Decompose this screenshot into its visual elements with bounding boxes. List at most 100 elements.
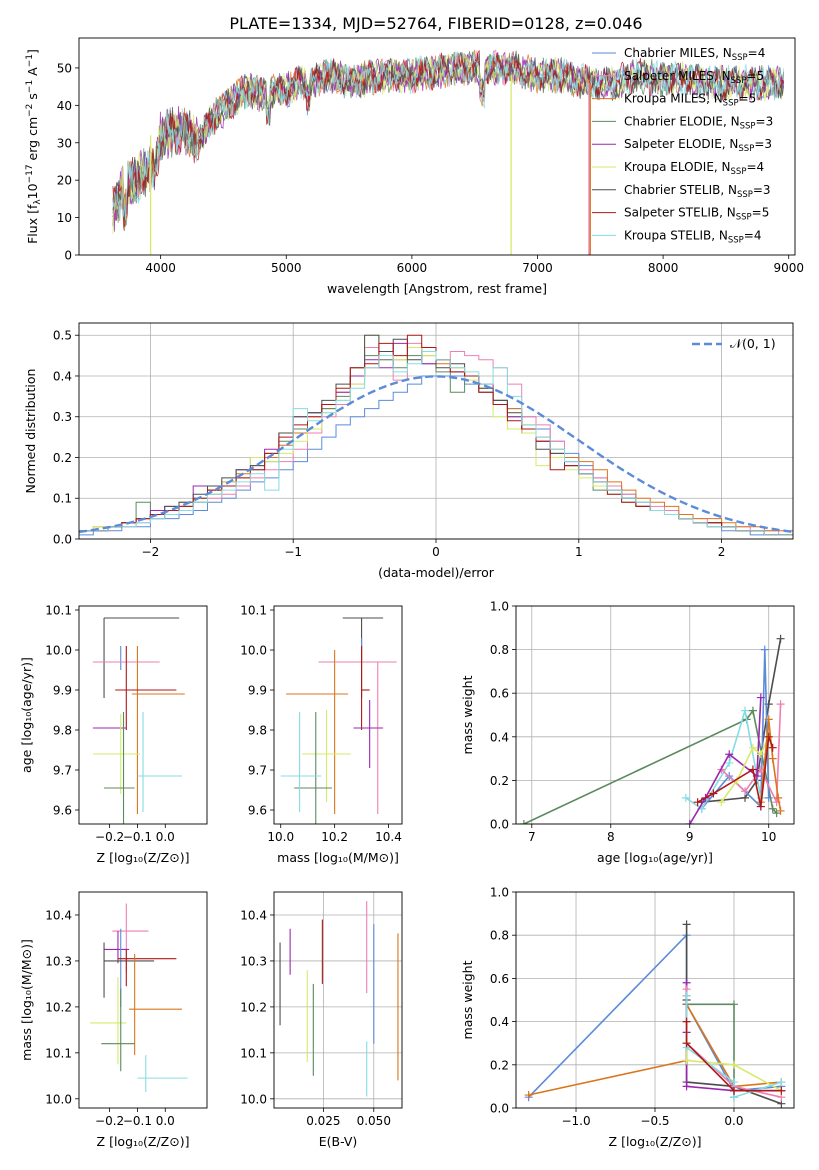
x-axis-label: Z [log₁₀(Z/Z⊙)] (609, 1134, 702, 1149)
errorbar-kroupa-miles (286, 650, 349, 814)
weight-marker (748, 765, 757, 774)
weight-marker (777, 1078, 786, 1087)
y-tick-label: 10.0 (240, 644, 267, 658)
weight-series-kroupa-miles (756, 715, 785, 815)
x-tick-label: −0.1 (123, 1114, 152, 1128)
y-tick-label: 9.9 (53, 684, 72, 698)
y-tick-label: 20 (57, 174, 72, 188)
x-axis-label: Z [log₁₀(Z/Z⊙)] (97, 850, 190, 865)
y-tick-label: 0.0 (490, 1102, 509, 1116)
weight-marker (682, 1082, 691, 1091)
y-tick-label: 0.0 (490, 818, 509, 832)
x-axis-label: Z [log₁₀(Z/Z⊙)] (97, 1134, 190, 1149)
y-axis-label: mass weight (460, 960, 475, 1039)
errorbar-chabrier-elodie (294, 712, 332, 824)
y-tick-label: 9.9 (248, 684, 267, 698)
weight-series-kroupa-stelib (681, 706, 765, 813)
weight-marker (764, 793, 773, 802)
legend-n: =5 (746, 69, 764, 83)
y-axis-label: mass [log₁₀(M/M⊙)] (19, 939, 34, 1061)
legend-sub: SSP (740, 121, 756, 131)
axes-frame (78, 891, 208, 1109)
legend-space: , N (720, 183, 737, 197)
y-tick-label: 0.5 (53, 329, 72, 343)
weight-marker (685, 820, 694, 824)
weight-marker (725, 758, 734, 767)
legend-space: , N (706, 92, 723, 106)
y-tick-label: 0.8 (490, 643, 509, 657)
weight-line (689, 697, 762, 824)
plot-area-spectrum (112, 49, 785, 255)
x-axis-label: mass [log₁₀(M/M⊙)] (277, 850, 399, 865)
weight-marker (776, 806, 785, 815)
y-tick-label: 1.0 (490, 600, 509, 614)
x-axis-label: E(B-V) (319, 1134, 358, 1149)
plot-area-massweight-vs-Z (524, 920, 786, 1108)
hist-kroupa-stelib (79, 351, 793, 539)
weight-line (523, 708, 778, 824)
y-axis-label-part: erg cm (25, 117, 40, 165)
weight-line (685, 710, 762, 810)
chart-massweight-vs-Z: −1.0 −0.5 0.0 0.0 0.2 0.4 0.6 0.8 1.0 Z [log₁₀(Z/… (460, 886, 795, 1149)
y-tick-label: 0.4 (490, 1015, 509, 1029)
y-axis-label-part: −2 (25, 104, 35, 117)
legend-n: =4 (746, 160, 764, 174)
legend-name: Chabrier MILES (624, 46, 715, 60)
y-tick-label: 10.4 (45, 908, 72, 922)
y-tick-label: 9.8 (53, 724, 72, 738)
spectrum-line-kroupa-stelib (112, 51, 785, 221)
y-tick-label: 10.2 (45, 1000, 72, 1014)
legend-sub: SSP (732, 53, 748, 63)
y-tick-label: 0.0 (53, 533, 72, 547)
x-tick-label: 1 (575, 545, 583, 559)
y-tick-label: 0.8 (490, 929, 509, 943)
y-tick-label: 10.0 (45, 1092, 72, 1106)
y-tick-label: 0.6 (490, 972, 509, 986)
errorbar-salpeter-stelib (361, 646, 370, 730)
y-tick-label: 1.0 (490, 886, 509, 900)
errorbar-chabrier-elodie (101, 988, 135, 1072)
legend-space: , N (714, 160, 731, 174)
weight-marker (776, 634, 785, 643)
legend-n: =3 (754, 137, 772, 151)
legend-entry: Chabrier STELIB, NSSP=3 (624, 183, 771, 200)
weight-marker (682, 1039, 691, 1048)
y-tick-label: 0.4 (490, 730, 509, 744)
x-tick-label: 0.0 (156, 830, 175, 844)
x-tick-label: 0.0 (156, 1114, 175, 1128)
plot-area-age-vs-Z (92, 617, 185, 824)
legend-sub: SSP (737, 190, 753, 200)
x-axis-label: age [log₁₀(age/yr)] (597, 850, 713, 865)
legend-entry: Salpeter STELIB, NSSP=5 (624, 206, 769, 223)
weight-marker (524, 1091, 533, 1100)
x-tick-label: 10.2 (321, 830, 348, 844)
weight-line (697, 736, 774, 807)
legend-space: , N (723, 114, 740, 128)
errorbar-salpeter-miles (318, 661, 397, 814)
errorbar-chabrier-elodie (104, 712, 135, 824)
weight-marker (768, 754, 777, 763)
plot-area-age-vs-mass (280, 617, 397, 824)
y-tick-label: 10.1 (240, 1046, 267, 1060)
weight-marker (756, 802, 765, 811)
axes-frame (273, 605, 403, 825)
weight-series-chabrier-elodie (519, 706, 781, 824)
legend-sub: SSP (738, 144, 754, 154)
weight-marker (709, 789, 718, 798)
y-axis-label-part: −17 (25, 164, 35, 183)
weight-marker (682, 1017, 691, 1026)
x-tick-label: −0.2 (95, 1114, 124, 1128)
legend-n: =3 (753, 183, 771, 197)
legend-n: =5 (739, 92, 757, 106)
legend-sub: SSP (723, 99, 739, 109)
x-tick-label: 7 (528, 830, 536, 844)
legend-entry: Kroupa MILES, NSSP=5 (624, 92, 756, 109)
weight-series-salpeter-stelib (693, 732, 777, 811)
y-tick-label: 30 (57, 136, 72, 150)
y-tick-label: 10.1 (45, 1046, 72, 1060)
plot-area-massweight-vs-age (519, 634, 785, 824)
x-tick-label: 8000 (648, 261, 679, 275)
y-tick-label: 0.3 (53, 410, 72, 424)
figure-title: PLATE=1334, MJD=52764, FIBERID=0128, z=0… (229, 14, 642, 33)
legend-sub: SSP (736, 213, 752, 223)
